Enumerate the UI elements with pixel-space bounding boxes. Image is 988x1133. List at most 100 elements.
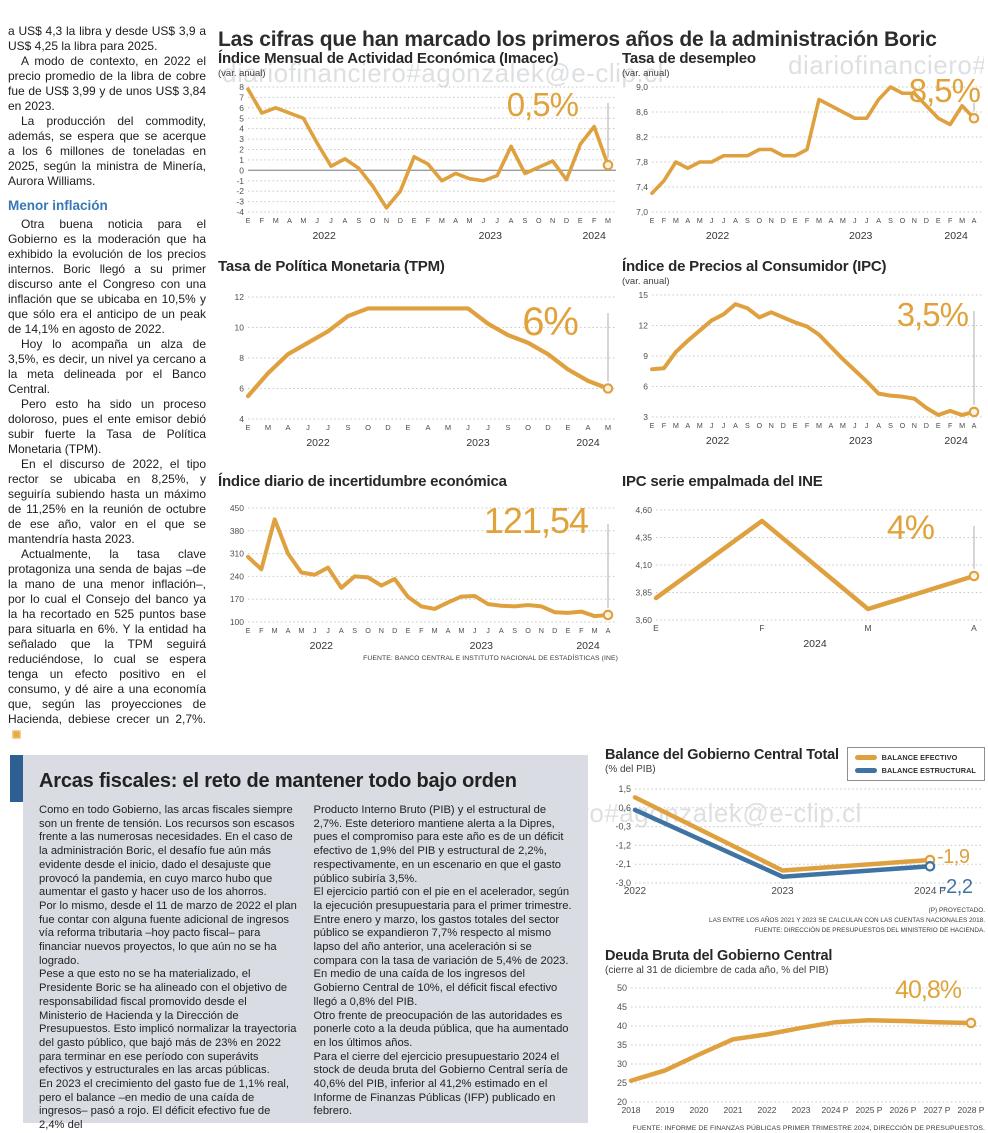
chart-title: Tasa de Política Monetaria (TPM) <box>218 258 445 275</box>
svg-text:2024 P: 2024 P <box>914 886 946 897</box>
svg-text:F: F <box>759 623 764 633</box>
svg-text:2023: 2023 <box>470 640 494 652</box>
svg-text:2: 2 <box>239 145 244 155</box>
chart-highlight-value: 8,5% <box>908 72 981 109</box>
svg-text:S: S <box>745 421 750 430</box>
svg-text:N: N <box>384 216 389 225</box>
svg-text:12: 12 <box>235 292 245 302</box>
line-chart: 8 7 6 5 4 3 2 1 0 -1 -2 -3 -4 E F M A M J J A S O N D E F M A M J J A S O N… <box>218 79 618 242</box>
svg-text:-2,1: -2,1 <box>615 859 631 869</box>
svg-text:D: D <box>564 216 569 225</box>
svg-text:N: N <box>550 216 555 225</box>
page-title: Las cifras que han marcado los primeros … <box>218 28 937 52</box>
svg-text:2022: 2022 <box>706 230 730 242</box>
fiscal-column-1: Como en todo Gobierno, las arcas fiscale… <box>39 804 298 1133</box>
svg-text:J: J <box>473 626 477 635</box>
chart-highlight-value: 4% <box>886 509 935 547</box>
svg-text:2020: 2020 <box>690 1105 709 1115</box>
svg-text:D: D <box>924 421 929 430</box>
svg-text:2022: 2022 <box>310 640 334 652</box>
fiscal-column-2: Producto Interno Bruto (PIB) y el estruc… <box>314 804 573 1133</box>
svg-text:M: M <box>959 216 965 225</box>
svg-text:M: M <box>673 216 679 225</box>
article-paragraph-text: Actualmente, la tasa clave protagoniza u… <box>8 547 206 726</box>
svg-text:J: J <box>722 216 726 225</box>
svg-text:380: 380 <box>230 526 244 536</box>
fiscal-section-title: Arcas fiscales: el reto de mantener todo… <box>39 770 517 792</box>
chart-subtitle: (% del PIB) <box>605 764 656 775</box>
svg-text:50: 50 <box>617 983 627 993</box>
article-paragraph: Otra buena noticia para el Gobierno es l… <box>8 217 206 336</box>
svg-text:450: 450 <box>230 503 244 513</box>
svg-text:S: S <box>745 216 750 225</box>
svg-text:2024: 2024 <box>576 640 600 652</box>
svg-text:D: D <box>398 216 403 225</box>
svg-text:J: J <box>865 216 869 225</box>
svg-text:E: E <box>578 216 583 225</box>
svg-text:2023: 2023 <box>479 230 503 242</box>
article-end-icon <box>12 730 21 739</box>
svg-text:2023: 2023 <box>466 437 490 449</box>
svg-text:S: S <box>352 626 357 635</box>
svg-text:30: 30 <box>617 1059 627 1069</box>
svg-text:2025 P: 2025 P <box>856 1105 883 1115</box>
svg-text:E: E <box>405 423 410 432</box>
svg-text:310: 310 <box>230 549 244 559</box>
chart-title: Balance del Gobierno Central Total <box>605 747 839 763</box>
svg-text:F: F <box>579 626 584 635</box>
svg-text:A: A <box>971 623 977 633</box>
svg-text:O: O <box>525 423 531 432</box>
chart-balance: Balance del Gobierno Central Total (% de… <box>605 747 985 936</box>
svg-text:N: N <box>912 421 917 430</box>
chart-subtitle: (var. anual) <box>218 68 266 79</box>
chart-highlight-value: 121,54 <box>483 500 589 541</box>
svg-text:D: D <box>781 216 786 225</box>
svg-text:A: A <box>828 216 833 225</box>
svg-text:M: M <box>605 423 611 432</box>
svg-text:0,6: 0,6 <box>618 803 631 813</box>
svg-text:7,0: 7,0 <box>636 207 648 217</box>
fiscal-paragraph: Para el cierre del ejercicio presupuesta… <box>313 1050 568 1118</box>
svg-text:D: D <box>385 423 391 432</box>
chart-title: Índice de Precios al Consumidor (IPC) <box>622 258 887 275</box>
svg-text:2022: 2022 <box>312 230 336 242</box>
svg-text:2021: 2021 <box>724 1105 743 1115</box>
svg-text:2024: 2024 <box>944 230 968 242</box>
svg-text:J: J <box>326 423 330 432</box>
svg-text:N: N <box>912 216 917 225</box>
line-chart: 9,0 8,6 8,2 7,8 7,4 7,0 E F M A M J J A S O N D E F M A M J J A S O… <box>622 79 984 242</box>
line-chart: 1,5 0,6 -0,3 -1,2 -2,1 -3,0 2022 2023 2024 P <box>605 781 985 903</box>
svg-text:2024: 2024 <box>944 435 968 447</box>
chart-highlight-value: 40,8% <box>895 976 962 1004</box>
svg-text:20: 20 <box>617 1097 627 1107</box>
svg-text:J: J <box>710 421 714 430</box>
svg-text:-4: -4 <box>236 207 244 217</box>
svg-text:J: J <box>313 626 317 635</box>
svg-text:S: S <box>345 423 350 432</box>
svg-text:J: J <box>486 423 490 432</box>
svg-text:E: E <box>653 623 659 633</box>
svg-text:2027 P: 2027 P <box>924 1105 951 1115</box>
article-paragraph: A modo de contexto, en 2022 el precio pr… <box>8 54 206 113</box>
svg-text:35: 35 <box>617 1040 627 1050</box>
svg-text:-3,0: -3,0 <box>615 878 631 888</box>
article-paragraph: Hoy lo acompaña un alza de 3,5%, es deci… <box>8 337 206 396</box>
svg-text:S: S <box>888 421 893 430</box>
svg-text:N: N <box>539 626 544 635</box>
svg-text:6: 6 <box>239 103 244 113</box>
svg-text:2023: 2023 <box>771 886 794 897</box>
svg-text:M: M <box>265 423 271 432</box>
svg-text:J: J <box>486 626 490 635</box>
svg-text:15: 15 <box>639 290 649 300</box>
svg-text:2022: 2022 <box>306 437 330 449</box>
svg-text:J: J <box>495 216 499 225</box>
svg-text:2023: 2023 <box>792 1105 811 1115</box>
svg-text:3,60: 3,60 <box>635 615 652 625</box>
svg-text:2024: 2024 <box>582 230 606 242</box>
svg-text:0: 0 <box>239 165 244 175</box>
svg-text:-3: -3 <box>236 197 244 207</box>
svg-text:J: J <box>722 421 726 430</box>
series-end-value-efectivo: -1,9 <box>937 846 970 868</box>
svg-text:8,6: 8,6 <box>636 107 648 117</box>
svg-text:45: 45 <box>617 1002 627 1012</box>
